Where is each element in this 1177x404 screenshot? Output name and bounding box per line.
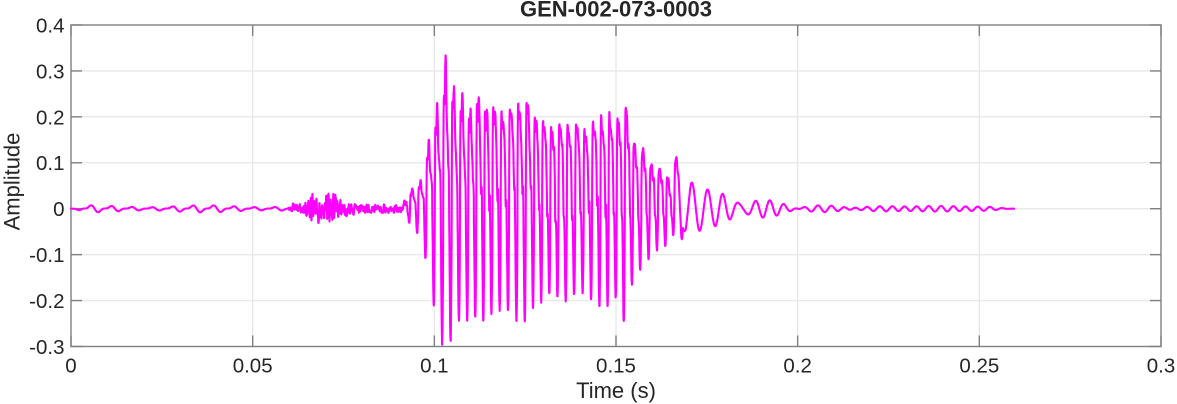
svg-text:-0.2: -0.2 <box>29 290 64 313</box>
svg-text:-0.1: -0.1 <box>29 244 64 267</box>
svg-text:Amplitude: Amplitude <box>0 133 25 231</box>
svg-text:0.2: 0.2 <box>783 354 812 377</box>
svg-text:0.2: 0.2 <box>36 106 65 129</box>
svg-text:0.05: 0.05 <box>233 354 273 377</box>
svg-text:-0.3: -0.3 <box>29 336 64 359</box>
svg-text:0.25: 0.25 <box>959 354 999 377</box>
svg-text:0: 0 <box>65 354 76 377</box>
svg-text:GEN-002-073-0003: GEN-002-073-0003 <box>520 0 712 22</box>
svg-text:0.15: 0.15 <box>596 354 636 377</box>
svg-text:0.4: 0.4 <box>36 14 65 37</box>
svg-text:0.1: 0.1 <box>420 354 449 377</box>
svg-text:0.3: 0.3 <box>1147 354 1176 377</box>
svg-text:0.1: 0.1 <box>36 152 65 175</box>
svg-text:Time (s): Time (s) <box>576 378 656 403</box>
svg-text:0: 0 <box>53 198 64 221</box>
svg-text:0.3: 0.3 <box>36 60 65 83</box>
